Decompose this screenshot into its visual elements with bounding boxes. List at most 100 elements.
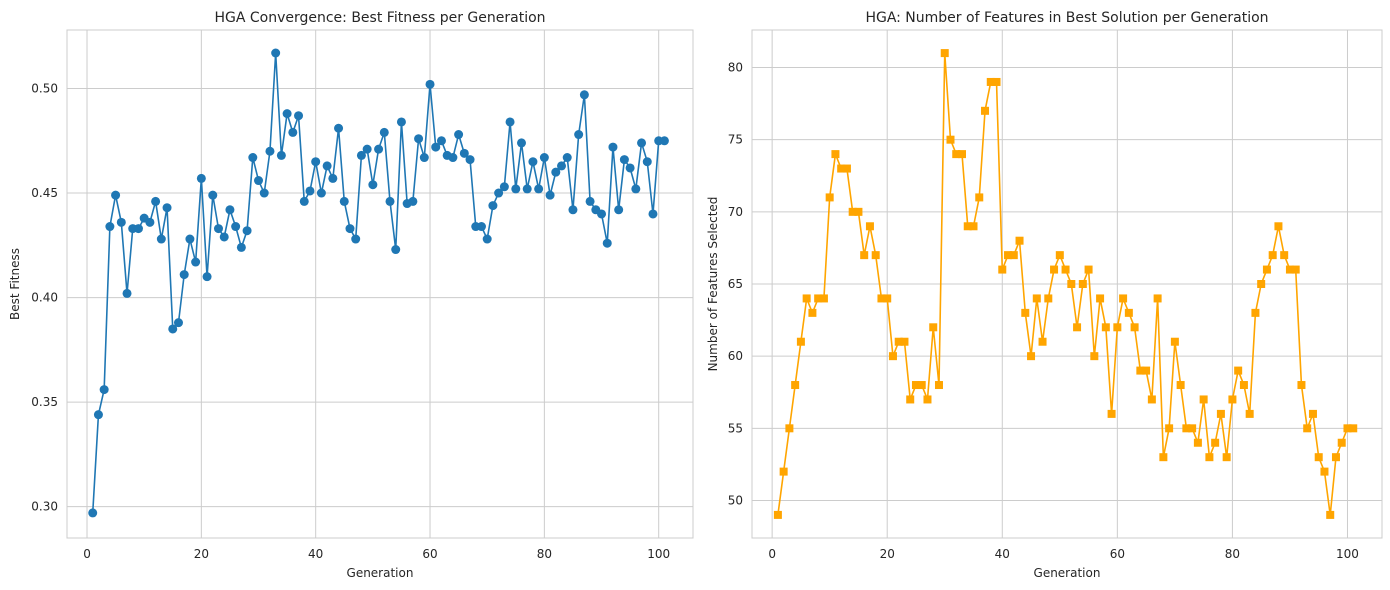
data-point-marker: [934, 381, 943, 390]
data-point-marker: [1257, 280, 1266, 288]
data-point-marker: [419, 153, 429, 163]
data-point-marker: [431, 142, 441, 152]
data-point-marker: [923, 395, 932, 404]
data-point-marker: [796, 337, 805, 346]
data-point-marker: [1297, 381, 1306, 390]
series-group: [88, 48, 669, 518]
data-point-marker: [1314, 453, 1323, 462]
data-point-marker: [1130, 323, 1139, 332]
data-point-marker: [911, 381, 920, 390]
data-point-marker: [842, 164, 851, 173]
data-point-marker: [88, 508, 98, 518]
data-point-marker: [1320, 467, 1329, 476]
data-point-marker: [288, 127, 298, 137]
data-point-marker: [116, 217, 126, 227]
data-point-marker: [631, 184, 641, 194]
data-point-marker: [1136, 366, 1145, 375]
data-point-marker: [1021, 308, 1030, 317]
data-point-marker: [992, 77, 1001, 86]
data-point-marker: [151, 196, 161, 206]
data-point-marker: [322, 161, 332, 171]
data-point-marker: [975, 193, 984, 202]
data-point-marker: [883, 294, 892, 303]
data-point-marker: [986, 77, 995, 86]
data-point-marker: [511, 184, 521, 194]
data-point-marker: [1245, 409, 1254, 418]
data-point-marker: [339, 196, 349, 206]
data-point-marker: [1268, 251, 1277, 260]
y-tick-label: 0.40: [31, 291, 58, 305]
data-point-marker: [877, 294, 886, 303]
data-point-marker: [952, 150, 961, 159]
data-point-marker: [1061, 265, 1070, 274]
data-point-marker: [1188, 424, 1197, 433]
x-tick-label: 20: [194, 547, 209, 561]
data-point-marker: [465, 155, 475, 165]
data-point-marker: [202, 272, 212, 282]
data-point-marker: [1176, 381, 1185, 390]
y-tick-label: 70: [728, 205, 743, 219]
data-point-marker: [1044, 294, 1053, 303]
x-tick-label: 80: [1225, 547, 1240, 561]
data-point-marker: [940, 49, 949, 58]
data-point-marker: [837, 164, 846, 173]
data-point-marker: [1216, 409, 1225, 418]
data-point-marker: [1107, 409, 1116, 418]
y-tick-label: 50: [728, 493, 743, 507]
data-point-marker: [173, 318, 183, 328]
x-axis-label: Generation: [347, 566, 414, 580]
data-point-marker: [1073, 323, 1082, 332]
data-point-marker: [637, 138, 647, 148]
data-point-marker: [1291, 265, 1300, 274]
data-point-marker: [385, 196, 395, 206]
data-point-marker: [1015, 236, 1024, 245]
data-point-marker: [414, 134, 424, 144]
data-point-marker: [231, 222, 241, 232]
data-point-marker: [162, 203, 172, 213]
data-point-marker: [362, 144, 372, 154]
data-point-marker: [459, 148, 469, 158]
data-point-marker: [408, 196, 418, 206]
data-point-marker: [391, 245, 401, 255]
x-tick-label: 60: [1110, 547, 1125, 561]
data-point-marker: [219, 232, 229, 242]
data-point-marker: [436, 136, 446, 146]
data-point-marker: [185, 234, 195, 244]
data-point-marker: [122, 288, 132, 298]
data-point-marker: [299, 196, 309, 206]
data-point-marker: [1285, 265, 1294, 274]
y-tick-label: 0.35: [31, 395, 58, 409]
data-point-marker: [1222, 453, 1231, 462]
data-point-marker: [1308, 409, 1317, 418]
data-point-marker: [133, 224, 143, 234]
y-axis-label: Number of Features Selected: [706, 197, 720, 372]
data-point-marker: [271, 48, 281, 58]
data-point-marker: [1119, 294, 1128, 303]
data-point-marker: [499, 182, 509, 192]
data-point-marker: [156, 234, 166, 244]
data-point-marker: [819, 294, 828, 303]
data-point-marker: [254, 176, 264, 186]
data-point-marker: [574, 130, 584, 140]
data-point-marker: [568, 205, 578, 215]
y-tick-label: 55: [728, 421, 743, 435]
data-point-marker: [1096, 294, 1105, 303]
data-point-marker: [522, 184, 532, 194]
data-point-marker: [368, 180, 378, 190]
y-tick-label: 0.50: [31, 82, 58, 96]
data-point-marker: [236, 242, 246, 252]
data-point-marker: [294, 111, 304, 121]
data-point-marker: [208, 190, 218, 200]
data-point-marker: [791, 381, 800, 390]
data-point-marker: [1239, 381, 1248, 390]
series-group: [773, 49, 1358, 519]
data-point-marker: [854, 207, 863, 216]
data-point-marker: [374, 144, 384, 154]
x-tick-label: 100: [647, 547, 670, 561]
data-point-marker: [334, 123, 344, 133]
data-point-marker: [476, 222, 486, 232]
data-point-marker: [328, 173, 338, 183]
y-tick-label: 80: [728, 61, 743, 75]
data-point-marker: [482, 234, 492, 244]
x-tick-label: 40: [308, 547, 323, 561]
